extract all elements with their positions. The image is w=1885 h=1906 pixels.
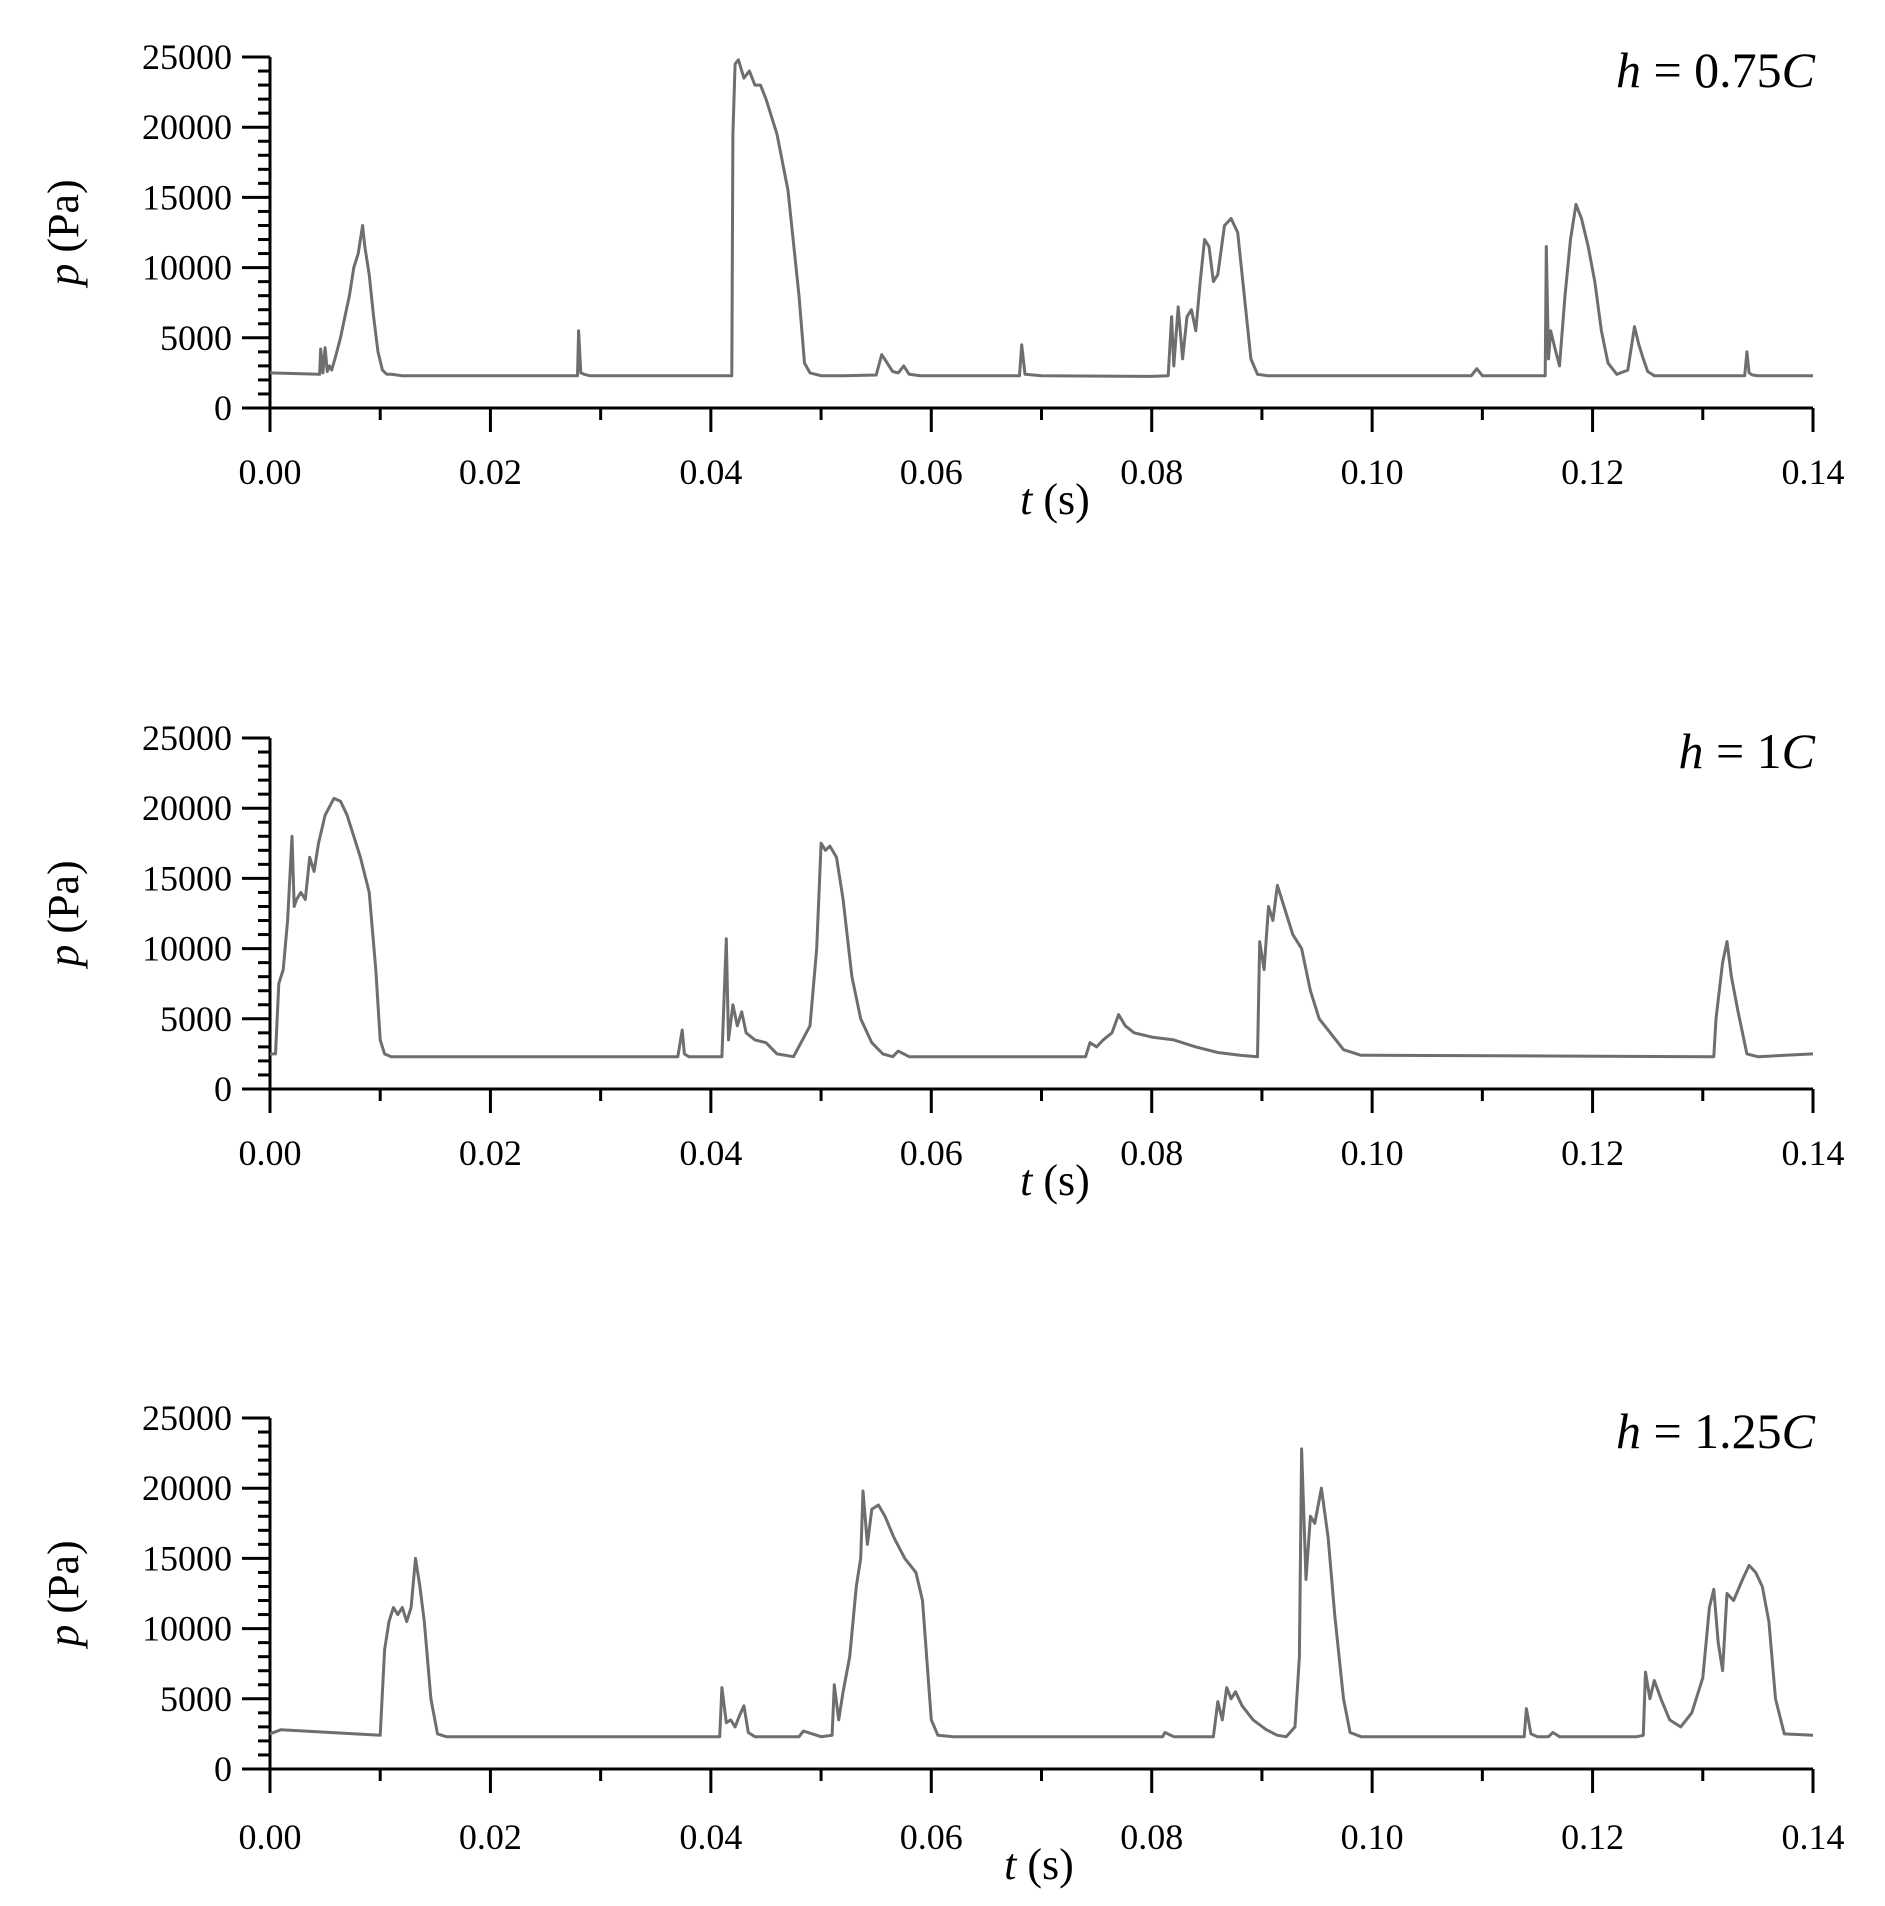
x-axis-title: t (s) <box>1020 1156 1090 1205</box>
panel-annotation: h = 1C <box>1678 723 1815 779</box>
panel-annotation: h = 1.25C <box>1616 1403 1816 1459</box>
series-line <box>269 1447 1814 1739</box>
x-tick-label: 0.08 <box>1120 1817 1183 1857</box>
y-tick-label: 5000 <box>160 1679 232 1719</box>
annotation-value: 0.75 <box>1694 42 1782 98</box>
x-tick-label: 0.10 <box>1341 1133 1404 1173</box>
y-tick-label: 10000 <box>142 248 232 288</box>
x-tick-label: 0.00 <box>239 452 302 492</box>
x-axis-unit: (s) <box>1032 1156 1089 1205</box>
y-axis-title: p (Pa) <box>39 1540 88 1649</box>
annotation-value: 1.25 <box>1694 1403 1782 1459</box>
annotation-eq: = <box>1703 723 1756 779</box>
annotation-unit: C <box>1782 723 1816 779</box>
x-axis-var: t <box>1020 475 1034 524</box>
annotation-var: h <box>1616 1403 1641 1459</box>
y-tick-label: 25000 <box>142 1398 232 1438</box>
x-tick-label: 0.04 <box>679 1133 742 1173</box>
series-line <box>269 58 1813 378</box>
x-axis-unit: (s) <box>1032 475 1089 524</box>
x-tick-label: 0.14 <box>1782 1817 1845 1857</box>
x-tick-label: 0.08 <box>1120 1133 1183 1173</box>
y-tick-label: 5000 <box>160 318 232 358</box>
y-tick-label: 15000 <box>142 177 232 217</box>
x-tick-label: 0.14 <box>1782 452 1845 492</box>
annotation-var: h <box>1678 723 1703 779</box>
x-axis-unit: (s) <box>1016 1840 1073 1889</box>
y-axis-var: p <box>39 1625 88 1650</box>
series-line <box>270 796 1814 1059</box>
y-tick-label: 0 <box>214 388 232 428</box>
chart-panel-3: 0 5000 10000 15000 20000 25000 0.00 0.02 0.04 0.0… <box>39 1398 1845 1889</box>
y-tick-label: 10000 <box>142 1609 232 1649</box>
y-tick-label: 20000 <box>142 107 232 147</box>
x-axis-title: t (s) <box>1004 1840 1074 1889</box>
y-axis-var: p <box>39 264 88 289</box>
y-tick-label: 10000 <box>142 929 232 969</box>
y-tick-label: 0 <box>214 1069 232 1109</box>
y-tick-label: 20000 <box>142 1468 232 1508</box>
y-axis-title: p (Pa) <box>39 860 88 969</box>
y-axis-unit: (Pa) <box>39 860 88 944</box>
x-tick-label: 0.00 <box>239 1817 302 1857</box>
x-tick-label: 0.06 <box>900 1133 963 1173</box>
annotation-unit: C <box>1782 42 1816 98</box>
x-tick-label: 0.10 <box>1341 452 1404 492</box>
x-tick-label: 0.02 <box>459 1817 522 1857</box>
x-tick-label: 0.08 <box>1120 452 1183 492</box>
annotation-eq: = <box>1641 1403 1694 1459</box>
x-tick-label: 0.10 <box>1341 1817 1404 1857</box>
y-tick-label: 25000 <box>142 718 232 758</box>
annotation-unit: C <box>1782 1403 1816 1459</box>
y-tick-label: 5000 <box>160 999 232 1039</box>
x-axis-title: t (s) <box>1020 475 1090 524</box>
chart-panel-1: 0 5000 10000 15000 20000 25000 0.00 0.02 0.04 0.0… <box>39 37 1845 524</box>
y-tick-label: 25000 <box>142 37 232 77</box>
x-tick-label: 0.02 <box>459 1133 522 1173</box>
x-tick-label: 0.14 <box>1782 1133 1845 1173</box>
y-axis-unit: (Pa) <box>39 1540 88 1624</box>
x-tick-label: 0.00 <box>239 1133 302 1173</box>
x-axis-var: t <box>1004 1840 1018 1889</box>
x-tick-label: 0.06 <box>900 452 963 492</box>
annotation-eq: = <box>1641 42 1694 98</box>
x-tick-label: 0.04 <box>679 452 742 492</box>
x-tick-label: 0.12 <box>1561 1817 1624 1857</box>
y-tick-label: 20000 <box>142 788 232 828</box>
chart-panel-2: 0 5000 10000 15000 20000 25000 0.00 0.02 0.04 0.0… <box>39 718 1845 1205</box>
x-tick-label: 0.12 <box>1561 452 1624 492</box>
annotation-var: h <box>1616 42 1641 98</box>
y-axis-unit: (Pa) <box>39 179 88 263</box>
y-tick-label: 15000 <box>142 858 232 898</box>
x-tick-label: 0.04 <box>679 1817 742 1857</box>
annotation-value: 1 <box>1757 723 1782 779</box>
y-tick-label: 0 <box>214 1749 232 1789</box>
x-tick-label: 0.02 <box>459 452 522 492</box>
x-tick-label: 0.12 <box>1561 1133 1624 1173</box>
x-axis-var: t <box>1020 1156 1034 1205</box>
y-axis-var: p <box>39 945 88 970</box>
x-tick-label: 0.06 <box>900 1817 963 1857</box>
y-axis-title: p (Pa) <box>39 179 88 288</box>
panel-annotation: h = 0.75C <box>1616 42 1816 98</box>
y-tick-label: 15000 <box>142 1538 232 1578</box>
